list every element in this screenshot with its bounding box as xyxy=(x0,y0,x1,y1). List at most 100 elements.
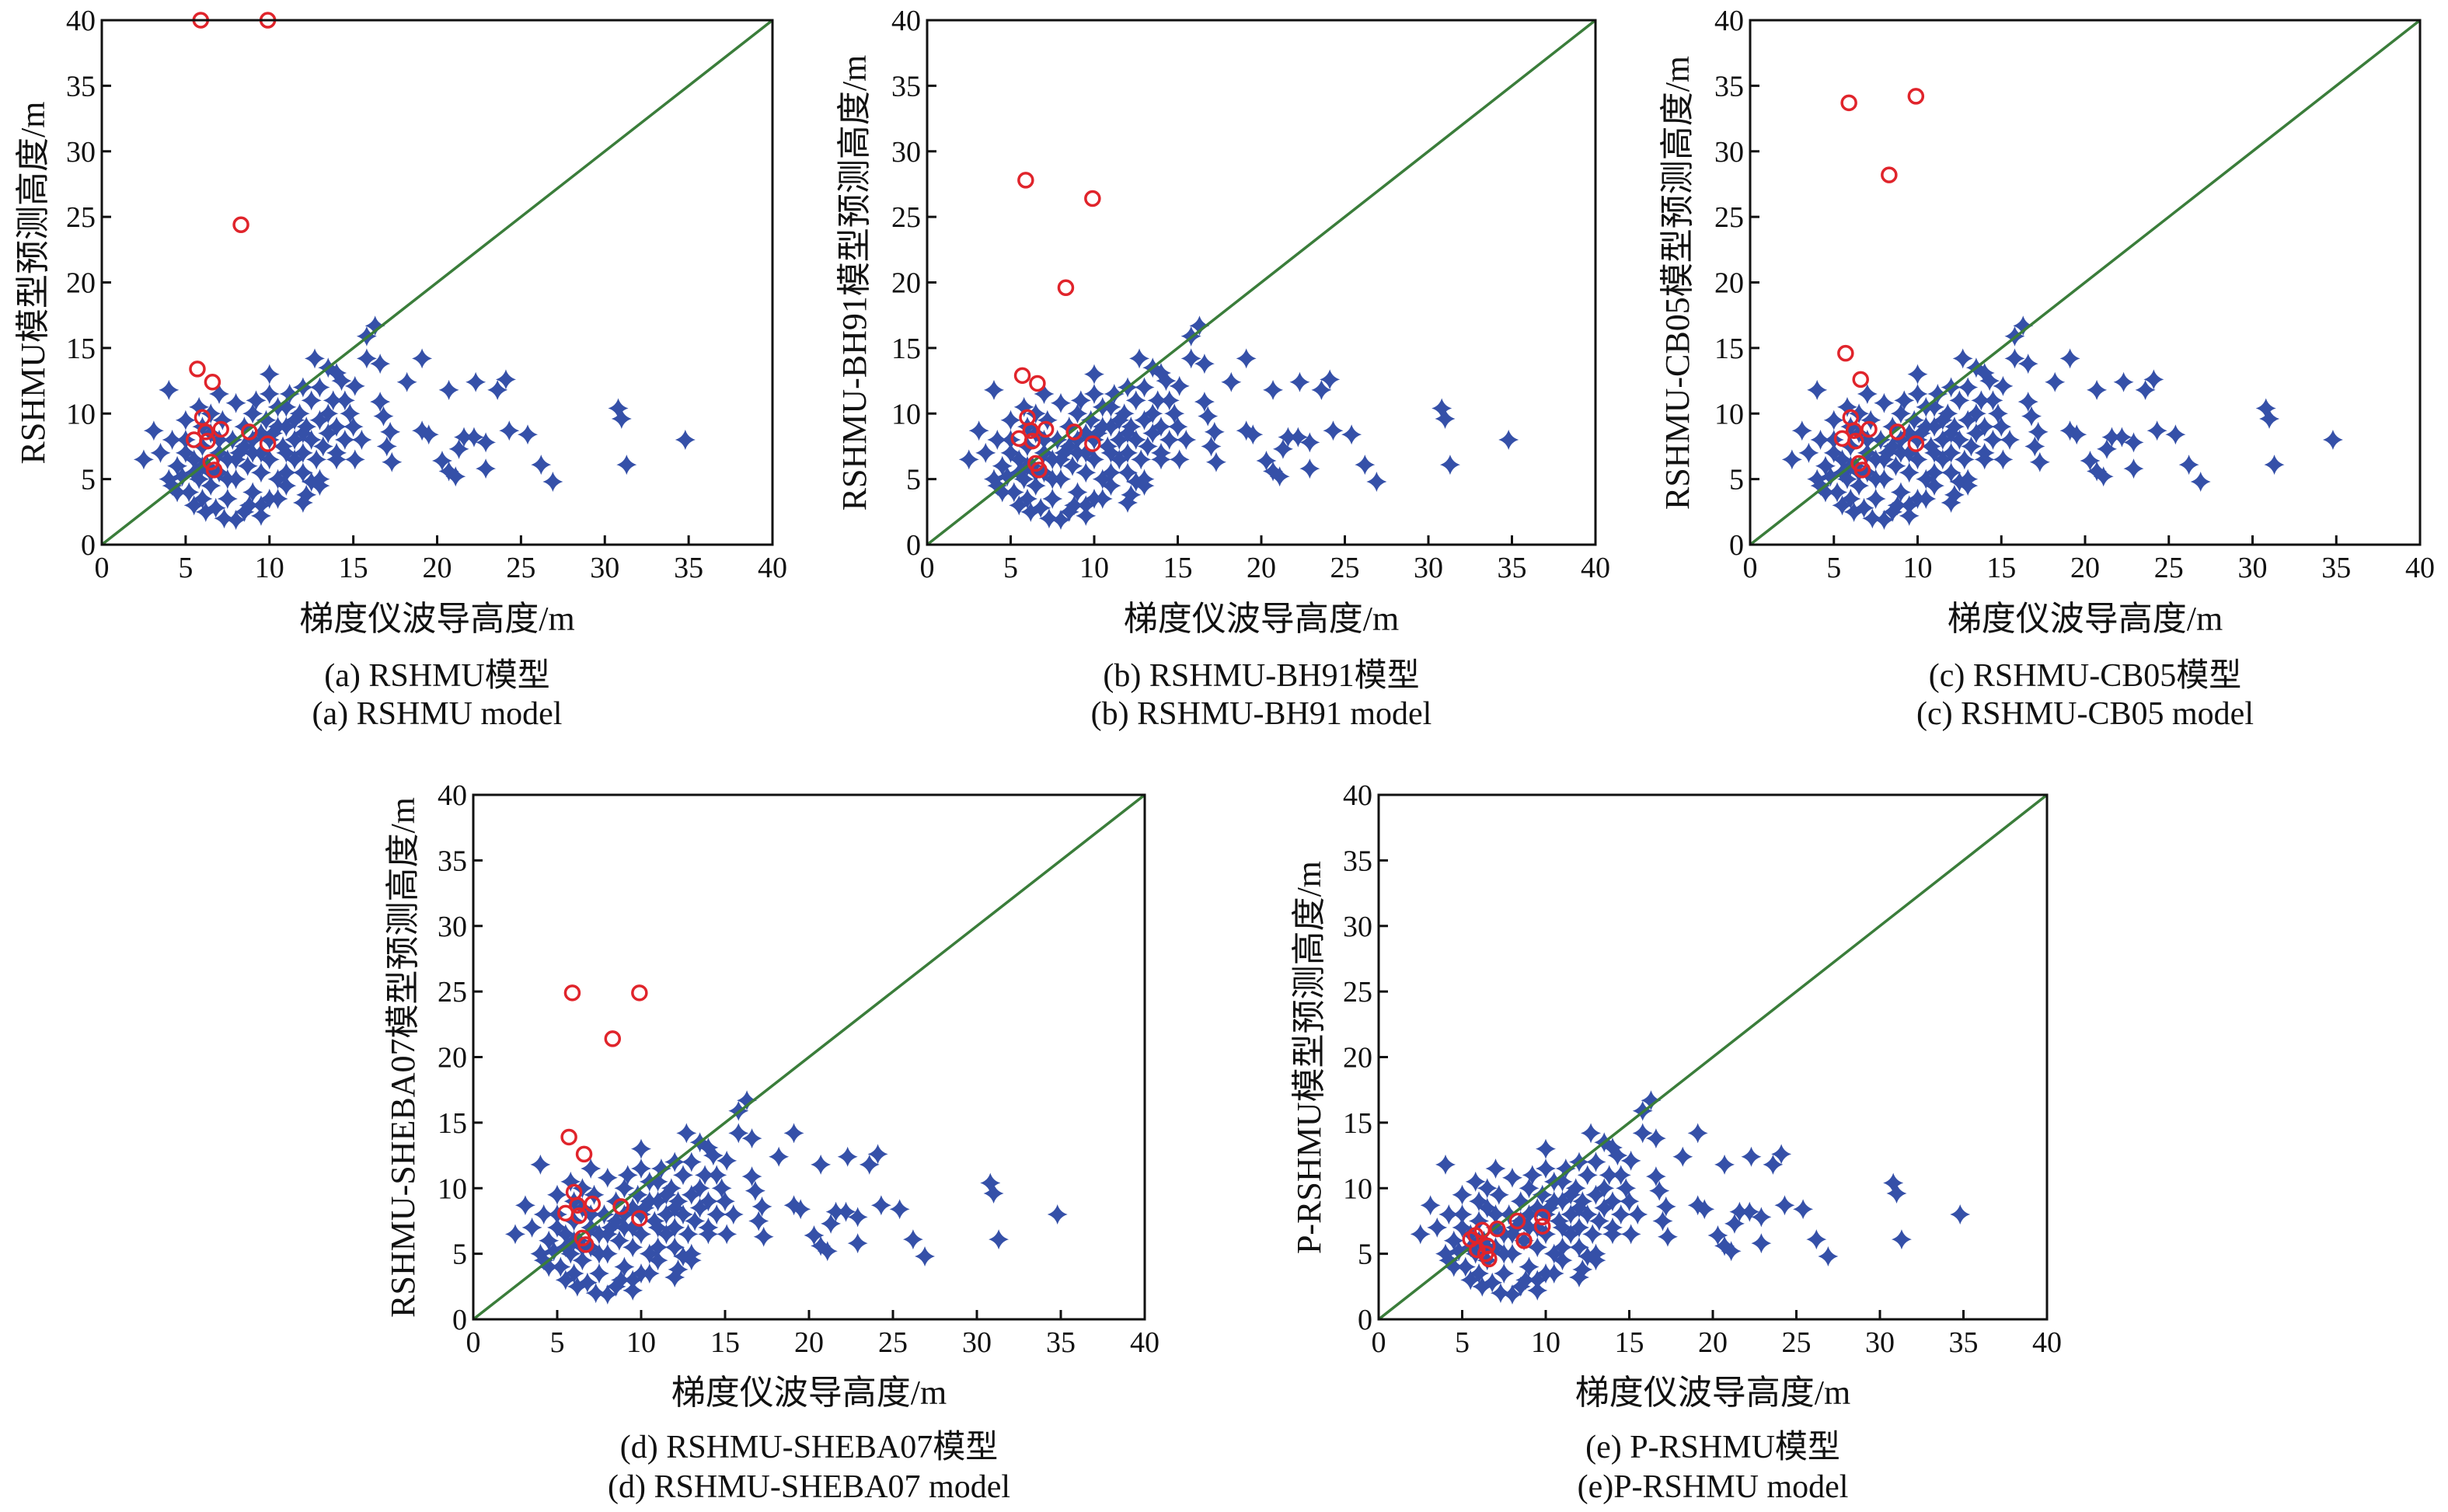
data-point xyxy=(847,1233,868,1254)
data-point xyxy=(664,1217,685,1238)
data-point xyxy=(1569,1267,1589,1287)
caption-cn: (e) P-RSHMU模型 xyxy=(1585,1430,1840,1465)
data-point xyxy=(1435,1243,1456,1264)
data-point xyxy=(539,1256,560,1277)
data-point xyxy=(412,420,433,441)
y-tick-label: 25 xyxy=(891,201,921,234)
outlier-point xyxy=(577,1236,595,1253)
data-point xyxy=(601,1217,622,1238)
data-point xyxy=(1904,409,1925,430)
data-point xyxy=(1857,383,1878,404)
data-point xyxy=(717,1224,738,1245)
data-point xyxy=(753,1226,774,1247)
outlier-point xyxy=(1847,432,1864,450)
data-point xyxy=(2017,392,2038,413)
data-point xyxy=(1916,488,1937,509)
data-point xyxy=(1729,1201,1750,1222)
data-point xyxy=(1610,1204,1631,1225)
data-point xyxy=(984,379,1004,400)
outlier-point xyxy=(232,216,249,233)
data-point xyxy=(2190,472,2211,492)
y-tick-label: 40 xyxy=(891,5,921,37)
data-point xyxy=(2080,451,2101,471)
data-point xyxy=(533,1204,554,1225)
data-point xyxy=(175,442,196,463)
outlier-point xyxy=(1037,420,1055,438)
x-tick-label: 40 xyxy=(2032,1326,2062,1359)
data-point xyxy=(1536,1158,1556,1179)
data-point xyxy=(597,1224,618,1245)
data-point xyxy=(418,424,439,445)
data-point xyxy=(539,1230,560,1251)
data-point xyxy=(980,1172,1001,1193)
x-tick-label: 0 xyxy=(1743,552,1758,584)
outlier-point xyxy=(1837,344,1854,362)
data-point xyxy=(1885,455,1906,476)
data-point xyxy=(1455,1256,1476,1277)
data-point xyxy=(689,1197,710,1218)
data-point xyxy=(1452,1217,1473,1238)
data-point xyxy=(225,392,246,413)
data-point xyxy=(631,1158,651,1179)
data-point xyxy=(1058,501,1079,522)
x-tick-label: 35 xyxy=(674,552,703,584)
data-point xyxy=(1269,466,1290,487)
data-point xyxy=(1054,442,1075,463)
data-point xyxy=(1539,1197,1560,1218)
data-point xyxy=(1194,354,1215,375)
x-tick-label: 5 xyxy=(1826,552,1841,584)
data-point xyxy=(1588,1211,1609,1232)
data-point xyxy=(572,1250,593,1271)
data-point xyxy=(1121,484,1142,505)
data-point xyxy=(2059,420,2080,441)
data-point xyxy=(1443,1230,1464,1251)
data-point xyxy=(1104,383,1125,404)
data-point xyxy=(1771,1144,1792,1165)
data-point xyxy=(1125,472,1146,492)
data-point xyxy=(1924,476,1945,496)
data-point xyxy=(1569,1197,1589,1218)
data-point xyxy=(581,1158,602,1179)
data-point xyxy=(309,476,330,496)
data-point xyxy=(2146,420,2167,441)
data-point xyxy=(1114,403,1135,424)
data-point xyxy=(1687,1195,1708,1216)
data-point xyxy=(505,1224,525,1245)
data-point xyxy=(1097,436,1118,457)
data-point xyxy=(1832,495,1853,516)
data-point xyxy=(530,1243,551,1264)
data-point xyxy=(1536,1224,1556,1245)
data-point xyxy=(1949,390,1970,411)
data-point xyxy=(318,403,339,424)
data-point xyxy=(306,449,327,470)
data-point xyxy=(567,1276,588,1297)
data-point xyxy=(1585,1151,1606,1172)
outlier-point xyxy=(1084,435,1101,452)
data-point xyxy=(1013,469,1034,489)
data-point xyxy=(1527,1237,1548,1258)
data-point xyxy=(1490,1283,1511,1304)
data-point xyxy=(2004,348,2025,369)
data-point xyxy=(267,469,288,489)
data-point xyxy=(1810,476,1831,496)
data-point xyxy=(1890,442,1911,463)
x-tick-label: 20 xyxy=(2070,552,2100,584)
data-point xyxy=(533,1250,554,1271)
data-point xyxy=(1577,1204,1598,1225)
data-point xyxy=(656,1224,677,1245)
outlier-point xyxy=(1477,1245,1494,1263)
data-point xyxy=(1806,1229,1827,1250)
data-point xyxy=(581,1204,602,1225)
y-tick-label: 30 xyxy=(1714,136,1744,169)
data-point xyxy=(373,406,394,427)
data-point xyxy=(1982,430,2003,450)
data-point xyxy=(396,371,417,392)
data-point xyxy=(1932,430,1953,450)
data-point xyxy=(1125,390,1146,411)
y-tick-label: 0 xyxy=(452,1304,467,1336)
outlier-point xyxy=(1907,88,1925,105)
y-tick-label: 15 xyxy=(66,333,96,365)
data-point xyxy=(1552,1250,1573,1271)
reference-line-y-equals-x xyxy=(926,19,1597,546)
data-point xyxy=(1118,442,1138,463)
